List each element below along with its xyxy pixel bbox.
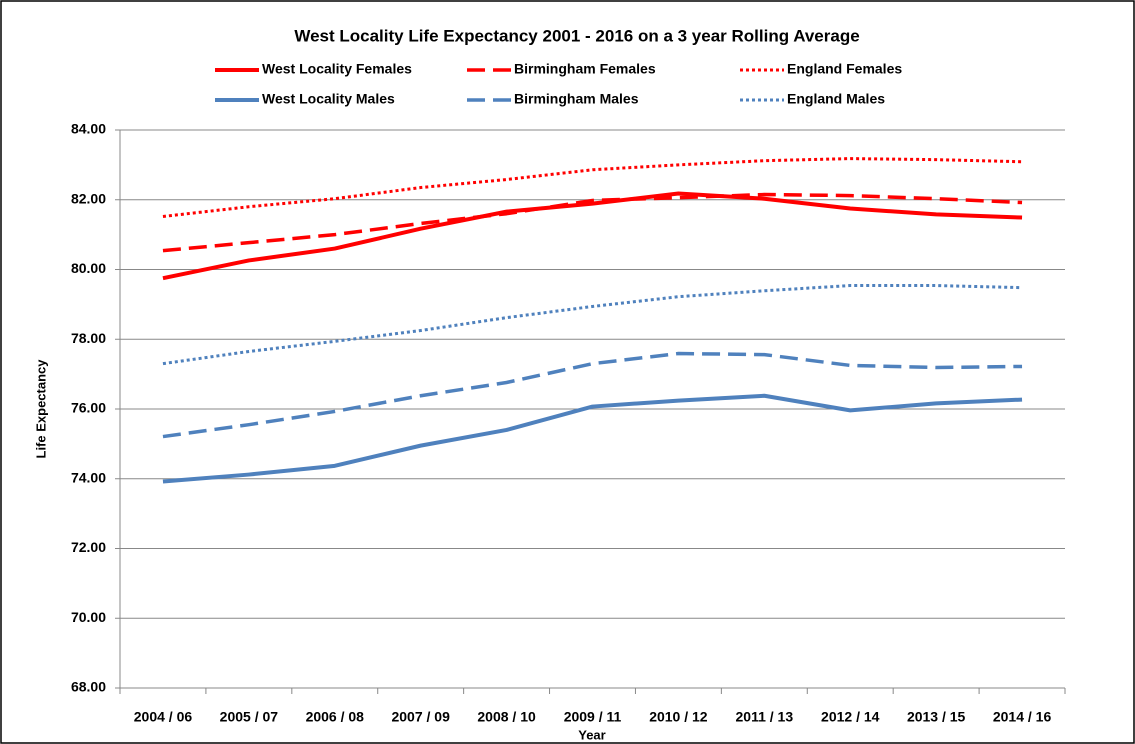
x-tick-label: 2012 / 14 (821, 709, 880, 725)
legend-label: Birmingham Males (514, 91, 639, 107)
legend-label: West Locality Males (262, 91, 395, 107)
legend-label: West Locality Females (262, 61, 412, 77)
y-tick-label: 78.00 (71, 330, 106, 346)
y-tick-label: 72.00 (71, 539, 106, 555)
series-line (162, 393, 1023, 484)
x-axis-title: Year (578, 727, 605, 742)
legend-label: Birmingham Females (514, 61, 656, 77)
series-line (162, 191, 1023, 281)
y-tick-label: 76.00 (71, 400, 106, 416)
x-tick-label: 2009 / 11 (564, 709, 622, 725)
chart-title: West Locality Life Expectancy 2001 - 201… (294, 26, 859, 45)
legend-label: England Males (787, 91, 885, 107)
y-axis-title: Life Expectancy (33, 359, 48, 459)
y-tick-label: 68.00 (71, 679, 106, 695)
series-line (162, 351, 1023, 439)
y-tick-label: 82.00 (71, 190, 106, 206)
y-tick-label: 74.00 (71, 469, 106, 485)
y-tick-label: 80.00 (71, 260, 106, 276)
x-tick-label: 2005 / 07 (220, 709, 279, 725)
x-tick-label: 2008 / 10 (477, 709, 536, 725)
series-line (162, 157, 1023, 218)
x-tick-label: 2013 / 15 (907, 709, 966, 725)
x-tick-label: 2010 / 12 (649, 709, 708, 725)
series-line (162, 284, 1023, 366)
x-tick-label: 2006 / 08 (306, 709, 365, 725)
y-tick-label: 70.00 (71, 609, 106, 625)
x-tick-label: 2007 / 09 (391, 709, 450, 725)
x-tick-label: 2004 / 06 (134, 709, 193, 725)
series-line (162, 192, 1023, 253)
y-tick-label: 84.00 (71, 121, 106, 137)
legend-label: England Females (787, 61, 902, 77)
x-tick-label: 2011 / 13 (736, 709, 794, 725)
x-tick-label: 2014 / 16 (993, 709, 1052, 725)
